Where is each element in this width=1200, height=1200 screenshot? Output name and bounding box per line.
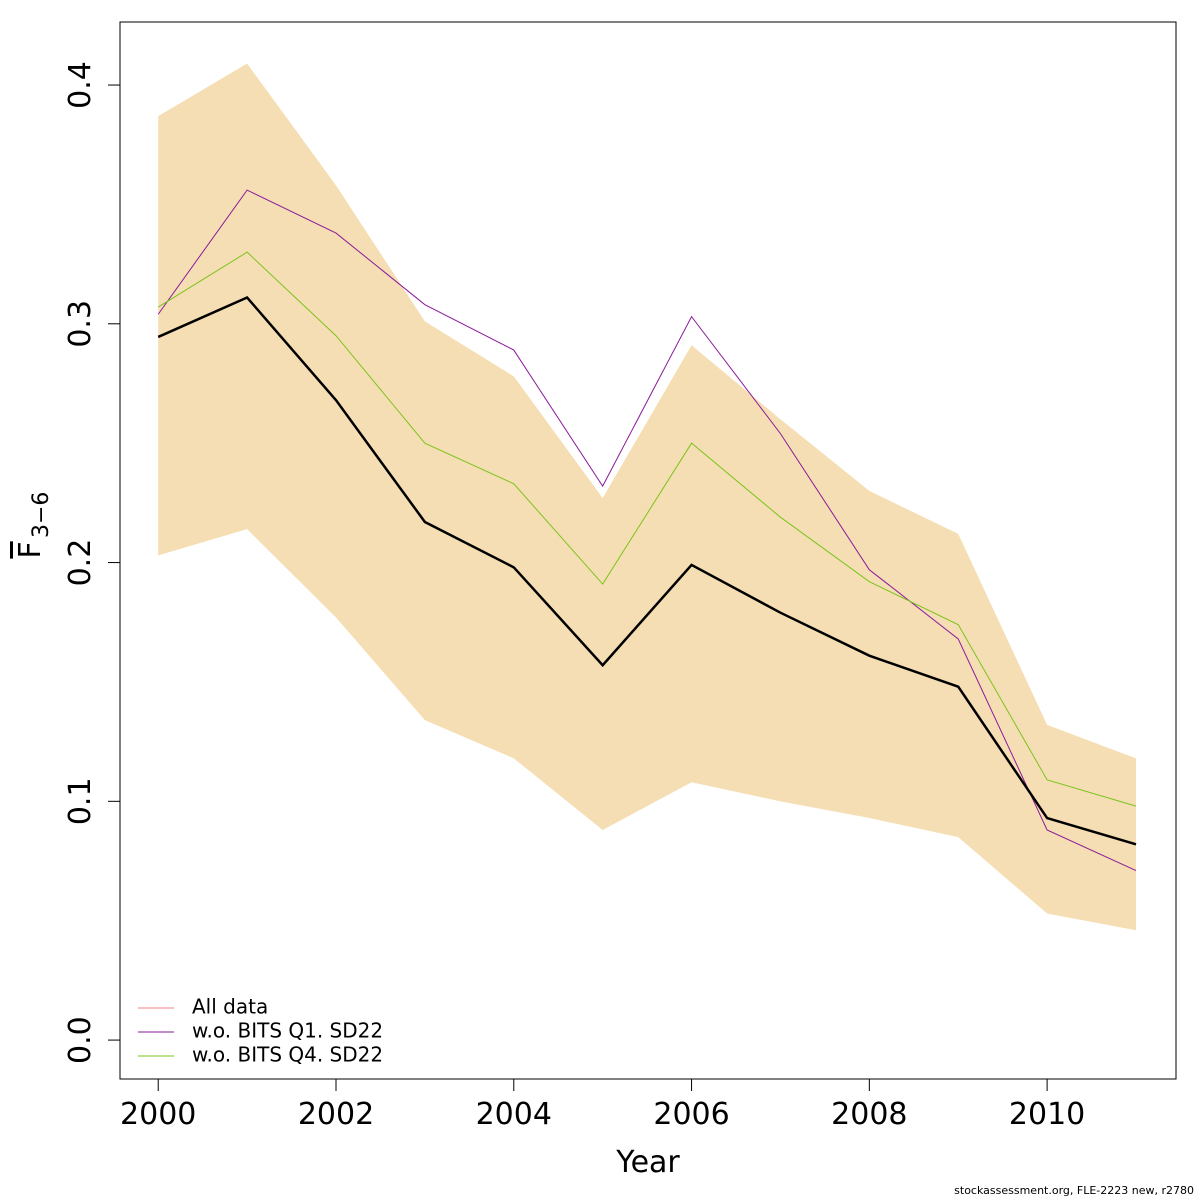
x-tick-label: 2004 bbox=[476, 1097, 552, 1132]
y-tick-label: 0.1 bbox=[63, 777, 98, 825]
series-line bbox=[157, 251, 1137, 807]
x-tick-label: 2002 bbox=[298, 1097, 374, 1132]
x-tick-label: 2008 bbox=[831, 1097, 907, 1132]
plot-frame bbox=[119, 21, 1177, 1080]
y-axis-title-subscript: 3−6 bbox=[29, 492, 54, 538]
y-tick-label: 0.2 bbox=[63, 539, 98, 587]
y-tick-label: 0.3 bbox=[63, 300, 98, 348]
x-axis-title: Year bbox=[615, 1145, 680, 1180]
y-tick-label: 0.4 bbox=[63, 61, 98, 109]
legend-label: w.o. BITS Q4. SD22 bbox=[192, 1043, 383, 1067]
legend-label: All data bbox=[192, 995, 268, 1019]
y-axis-title: F 3−6 bbox=[13, 492, 54, 559]
estimate-line bbox=[157, 296, 1137, 846]
series-line bbox=[157, 189, 1137, 872]
x-tick-label: 2000 bbox=[120, 1097, 196, 1132]
confidence-band bbox=[158, 63, 1136, 931]
y-tick-label: 0.0 bbox=[63, 1016, 98, 1064]
x-tick-label: 2010 bbox=[1009, 1097, 1085, 1132]
y-axis-title-main: F bbox=[13, 541, 48, 558]
footer: stockassessment.org, FLE-2223 new, r2780 bbox=[954, 1184, 1194, 1197]
x-tick-label: 2006 bbox=[653, 1097, 729, 1132]
legend-label: w.o. BITS Q1. SD22 bbox=[192, 1019, 383, 1043]
